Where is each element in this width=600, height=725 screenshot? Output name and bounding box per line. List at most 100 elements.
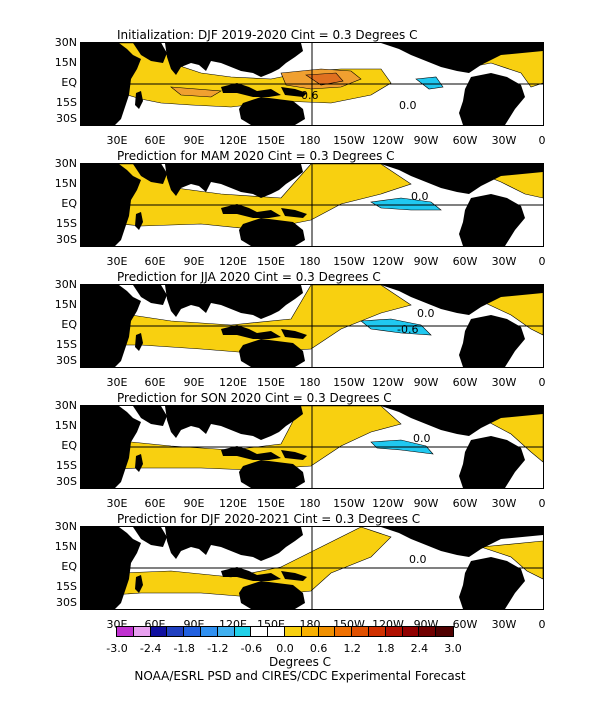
longitude-label: 0 — [538, 618, 546, 631]
color-scale-swatch — [149, 626, 169, 637]
latitude-label: 30N — [54, 36, 77, 49]
warm-anomaly-region — [81, 285, 412, 354]
sst-anomaly-map: 0.0 — [80, 405, 544, 489]
latitude-label: 30N — [54, 520, 77, 533]
panel-title: Prediction for MAM 2020 Cint = 0.3 Degre… — [117, 149, 395, 163]
panel-title: Initialization: DJF 2019-2020 Cint = 0.3… — [117, 28, 418, 42]
contour-label: 0.6 — [301, 89, 319, 102]
longitude-label: 180 — [299, 376, 321, 389]
longitude-label: 60E — [144, 134, 166, 147]
color-scale-swatch — [384, 626, 404, 637]
color-scale-swatch — [132, 626, 152, 637]
map-svg: 0.0 — [81, 406, 543, 488]
arabia-landmass — [133, 527, 167, 547]
australia-landmass — [239, 218, 305, 246]
latitude-label: 15N — [54, 177, 77, 190]
longitude-label: 30E — [106, 134, 128, 147]
latitude-label: 15S — [56, 459, 77, 472]
longitude-label: 90W — [413, 376, 439, 389]
contour-label: 0.0 — [399, 99, 417, 112]
longitude-label: 30E — [106, 376, 128, 389]
longitude-label: 60E — [144, 255, 166, 268]
latitude-label: EQ — [61, 439, 77, 452]
arabia-landmass — [133, 164, 167, 184]
color-scale-swatch — [334, 626, 354, 637]
madagascar-landmass — [135, 333, 143, 351]
arabia-landmass — [133, 43, 167, 63]
color-scale-swatch — [166, 626, 186, 637]
south-america-landmass — [459, 436, 525, 488]
latitude-label: EQ — [61, 318, 77, 331]
cool-anomaly-region — [415, 76, 444, 90]
south-america-landmass — [459, 557, 525, 609]
longitude-label: 90E — [183, 497, 205, 510]
color-scale-tick-label: 0.6 — [309, 642, 328, 655]
color-scale-swatch — [216, 626, 236, 637]
longitude-label: 60W — [452, 497, 478, 510]
madagascar-landmass — [135, 91, 143, 109]
longitude-label: 150W — [333, 134, 365, 147]
new-guinea-landmass — [281, 208, 307, 218]
longitude-label: 120E — [219, 255, 247, 268]
map-svg: 0.0 — [81, 164, 543, 246]
south-america-landmass — [459, 73, 525, 125]
sst-anomaly-map: 0.0 -0.6 — [80, 284, 544, 368]
color-scale-swatch — [267, 626, 286, 637]
color-scale-swatch — [250, 626, 270, 637]
north-america-landmass — [381, 43, 543, 73]
color-scale-tick-label: 3.0 — [444, 642, 462, 655]
madagascar-landmass — [135, 454, 143, 472]
latitude-label: 15S — [56, 217, 77, 230]
longitude-label: 180 — [299, 255, 321, 268]
longitude-label: 120E — [219, 134, 247, 147]
cool-anomaly-region — [370, 197, 442, 211]
color-scale-swatch — [283, 626, 303, 637]
longitude-label: 30W — [491, 497, 517, 510]
color-scale-tick-label: 0.0 — [276, 642, 294, 655]
color-scale-swatch — [116, 626, 135, 637]
warm-anomaly-core — [170, 86, 222, 98]
sst-anomaly-map: 0.6 0.0 — [80, 42, 544, 126]
longitude-label: 120W — [372, 255, 404, 268]
longitude-label: 150W — [333, 376, 365, 389]
longitude-label: 180 — [299, 134, 321, 147]
longitude-label: 90E — [183, 134, 205, 147]
map-svg: 0.6 0.0 — [81, 43, 543, 125]
australia-landmass — [239, 581, 305, 609]
asia-landmass — [165, 406, 303, 440]
longitude-label: 180 — [299, 497, 321, 510]
color-scale-units: Degrees C — [268, 655, 332, 669]
color-scale-tick-label: -1.8 — [173, 642, 195, 655]
madagascar-landmass — [135, 575, 143, 593]
longitude-label: 90E — [183, 255, 205, 268]
longitude-label: 150W — [333, 497, 365, 510]
north-america-landmass — [381, 406, 543, 436]
color-scale-tick-label: -1.2 — [207, 642, 229, 655]
latitude-label: 15N — [54, 298, 77, 311]
contour-label: -0.6 — [397, 323, 418, 336]
warm-anomaly-region — [81, 527, 392, 598]
latitude-label: 30S — [56, 596, 77, 609]
sst-anomaly-map: 0.0 — [80, 526, 544, 610]
longitude-label: 120E — [219, 497, 247, 510]
longitude-label: 30W — [491, 618, 517, 631]
color-scale-tick-label: 2.4 — [410, 642, 429, 655]
indonesia-landmass — [221, 204, 281, 218]
map-svg: 0.0 -0.6 — [81, 285, 543, 367]
madagascar-landmass — [135, 212, 143, 230]
longitude-label: 0 — [538, 134, 546, 147]
asia-landmass — [165, 43, 303, 77]
latitude-label: 15N — [54, 540, 77, 553]
color-scale-tick-label: -2.4 — [139, 642, 162, 655]
longitude-label: 0 — [538, 376, 546, 389]
sst-anomaly-map: 0.0 — [80, 163, 544, 247]
north-america-landmass — [381, 285, 543, 315]
longitude-label: 60W — [452, 618, 478, 631]
longitude-label: 60W — [452, 376, 478, 389]
arabia-landmass — [133, 285, 167, 305]
south-america-landmass — [459, 315, 525, 367]
warm-anomaly-peak — [305, 72, 344, 86]
warm-anomaly-region — [480, 540, 543, 580]
latitude-label: 15N — [54, 419, 77, 432]
longitude-label: 120W — [372, 134, 404, 147]
